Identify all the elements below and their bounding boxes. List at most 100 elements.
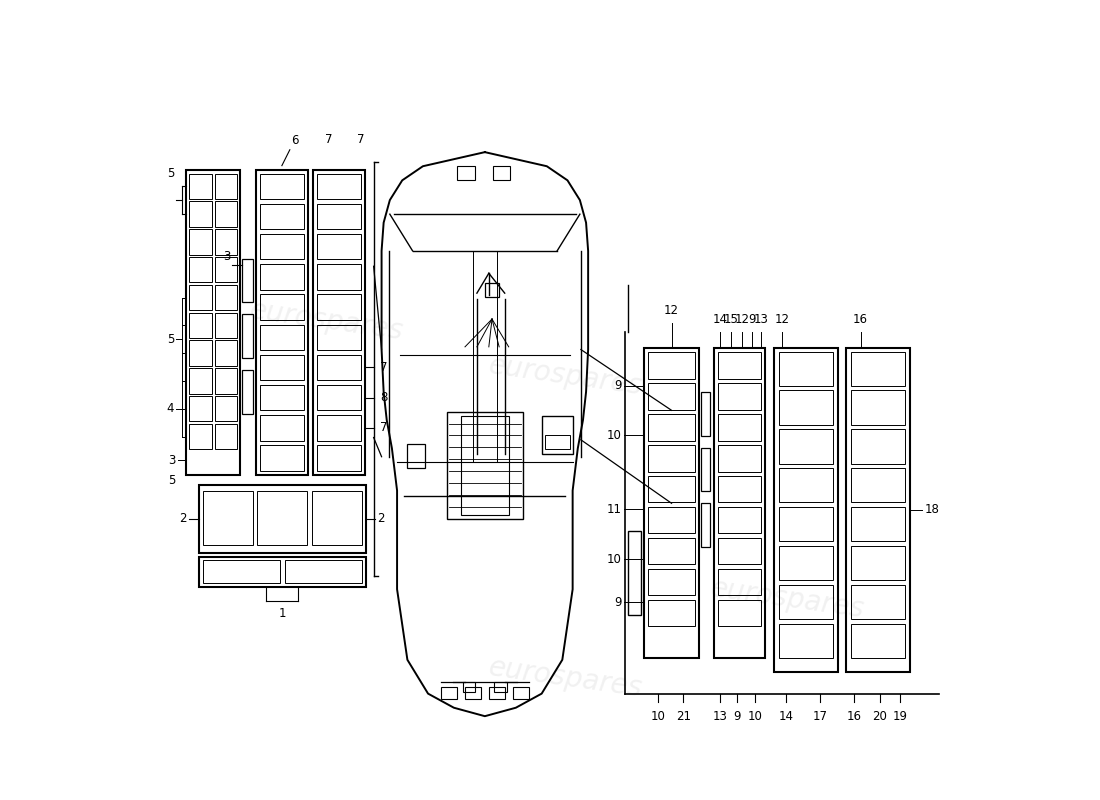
Bar xyxy=(851,624,905,658)
Bar xyxy=(214,313,236,338)
Text: 16: 16 xyxy=(854,313,868,326)
Bar xyxy=(214,368,236,394)
Text: 18: 18 xyxy=(924,503,939,516)
Bar xyxy=(717,570,761,595)
Text: 15: 15 xyxy=(724,313,738,326)
Bar xyxy=(717,600,761,626)
Text: 5: 5 xyxy=(167,333,174,346)
Bar xyxy=(189,424,211,450)
Bar xyxy=(701,392,711,436)
Bar xyxy=(242,258,253,302)
Bar xyxy=(260,325,304,350)
Bar xyxy=(851,546,905,580)
Bar xyxy=(701,503,711,547)
Text: 9: 9 xyxy=(748,313,756,326)
Text: eurospares: eurospares xyxy=(249,296,406,346)
Bar xyxy=(779,546,833,580)
Text: 10: 10 xyxy=(606,429,621,442)
Bar xyxy=(189,174,211,199)
Text: 7: 7 xyxy=(379,361,387,374)
Text: 1: 1 xyxy=(278,606,286,619)
Bar xyxy=(186,170,240,475)
Bar xyxy=(488,687,505,699)
Bar xyxy=(701,448,711,491)
Bar xyxy=(317,294,361,320)
Text: 7: 7 xyxy=(379,422,387,434)
Text: 12: 12 xyxy=(735,313,750,326)
Bar xyxy=(717,476,761,502)
Text: 17: 17 xyxy=(813,710,827,723)
Bar xyxy=(644,348,700,658)
Text: 2: 2 xyxy=(179,512,187,526)
Bar xyxy=(717,507,761,534)
Bar xyxy=(717,538,761,565)
Bar xyxy=(214,174,236,199)
Bar xyxy=(317,446,361,470)
Bar xyxy=(447,411,522,518)
Bar xyxy=(851,507,905,542)
Bar xyxy=(779,351,833,386)
Bar xyxy=(317,204,361,229)
Bar xyxy=(717,446,761,471)
Bar xyxy=(458,166,474,180)
Text: 7: 7 xyxy=(358,133,365,146)
Bar xyxy=(851,468,905,502)
Text: 7: 7 xyxy=(326,133,333,146)
Bar xyxy=(648,383,695,410)
Bar xyxy=(714,348,766,658)
Bar xyxy=(260,354,304,380)
Bar xyxy=(779,430,833,463)
Bar xyxy=(317,264,361,290)
Bar xyxy=(648,538,695,565)
Bar xyxy=(648,570,695,595)
Bar xyxy=(774,347,837,672)
Bar xyxy=(189,313,211,338)
Bar xyxy=(779,390,833,425)
Bar xyxy=(779,507,833,542)
Bar xyxy=(189,396,211,422)
Bar xyxy=(648,352,695,378)
Bar xyxy=(242,370,253,414)
Text: 20: 20 xyxy=(872,710,887,723)
Bar xyxy=(648,476,695,502)
Bar xyxy=(260,446,304,470)
Bar xyxy=(628,531,640,614)
Text: 10: 10 xyxy=(650,710,666,723)
Bar xyxy=(260,415,304,441)
Bar xyxy=(214,341,236,366)
Bar xyxy=(461,415,508,514)
Text: 6: 6 xyxy=(292,134,299,147)
Bar xyxy=(648,414,695,441)
Text: 10: 10 xyxy=(606,553,621,566)
Text: 13: 13 xyxy=(713,710,727,723)
Bar xyxy=(214,285,236,310)
Text: 14: 14 xyxy=(713,313,727,326)
Bar xyxy=(317,354,361,380)
Bar xyxy=(717,414,761,441)
Text: 21: 21 xyxy=(676,710,691,723)
Bar xyxy=(317,174,361,199)
Bar xyxy=(463,682,475,692)
Text: eurospares: eurospares xyxy=(708,574,867,623)
Bar xyxy=(214,396,236,422)
Bar xyxy=(189,257,211,282)
Text: 19: 19 xyxy=(893,710,907,723)
Bar xyxy=(189,341,211,366)
Bar xyxy=(312,491,362,545)
Bar xyxy=(317,325,361,350)
Bar xyxy=(260,174,304,199)
Text: 8: 8 xyxy=(379,391,387,404)
Bar xyxy=(214,424,236,450)
Bar xyxy=(513,687,529,699)
Text: 3: 3 xyxy=(223,250,231,263)
Text: 9: 9 xyxy=(614,596,622,609)
Bar xyxy=(441,687,458,699)
Text: 5: 5 xyxy=(167,167,174,180)
Bar xyxy=(851,430,905,463)
Text: 3: 3 xyxy=(168,454,176,467)
Bar xyxy=(202,561,279,582)
Bar xyxy=(493,166,510,180)
Bar xyxy=(285,561,362,582)
Bar xyxy=(214,202,236,227)
Text: 9: 9 xyxy=(734,710,741,723)
